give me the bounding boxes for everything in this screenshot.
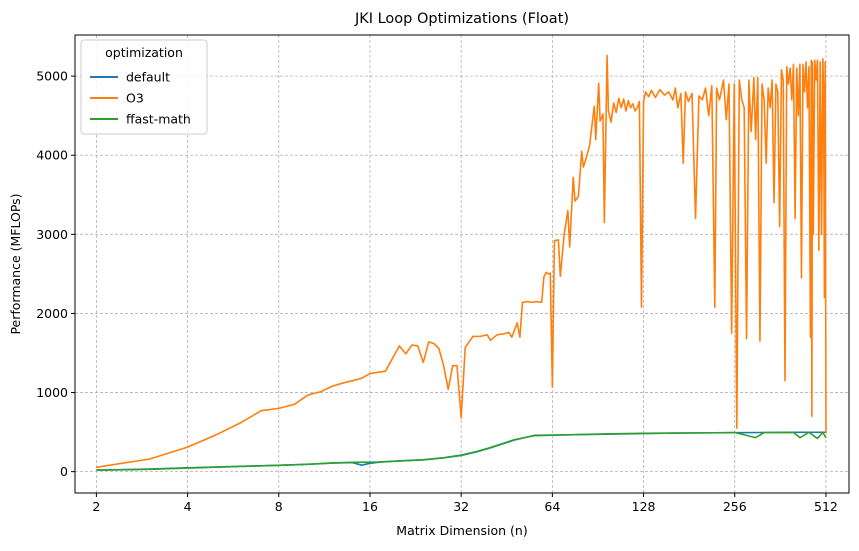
y-tick-label: 0 — [60, 464, 68, 479]
legend-label: O3 — [126, 91, 144, 106]
legend-box — [80, 39, 208, 135]
x-tick-label: 512 — [814, 499, 838, 514]
y-tick-label: 5000 — [36, 69, 68, 84]
x-tick-label: 256 — [723, 499, 747, 514]
series-line-o3 — [96, 54, 827, 469]
legend-label: default — [126, 70, 170, 85]
y-tick-label: 3000 — [36, 227, 68, 242]
x-tick-label: 32 — [453, 499, 469, 514]
y-tick-label: 4000 — [36, 148, 68, 163]
legend-label: ffast-math — [126, 112, 191, 127]
y-tick-label: 2000 — [36, 306, 68, 321]
chart-title: JKI Loop Optimizations (Float) — [354, 11, 569, 27]
plot-frame — [74, 34, 850, 494]
series-line-ffast-math — [96, 431, 827, 472]
legend: optimization default O3 ffast-math — [80, 39, 208, 135]
x-tick-label: 4 — [184, 499, 192, 514]
y-tick-label: 1000 — [36, 385, 68, 400]
x-tick-label: 128 — [632, 499, 656, 514]
x-tick-label: 8 — [275, 499, 283, 514]
legend-title: optimization — [105, 45, 183, 60]
series-layer — [96, 54, 827, 472]
axis-ticks: 2 4 8 16 32 64 128 256 512 0 1000 2000 3000 4000 5000 — [36, 69, 838, 514]
y-axis-label: Performance (MFLOPs) — [8, 193, 23, 334]
x-tick-label: 64 — [544, 499, 560, 514]
x-tick-label: 2 — [92, 499, 100, 514]
x-axis-label: Matrix Dimension (n) — [396, 523, 527, 538]
x-tick-label: 16 — [362, 499, 378, 514]
